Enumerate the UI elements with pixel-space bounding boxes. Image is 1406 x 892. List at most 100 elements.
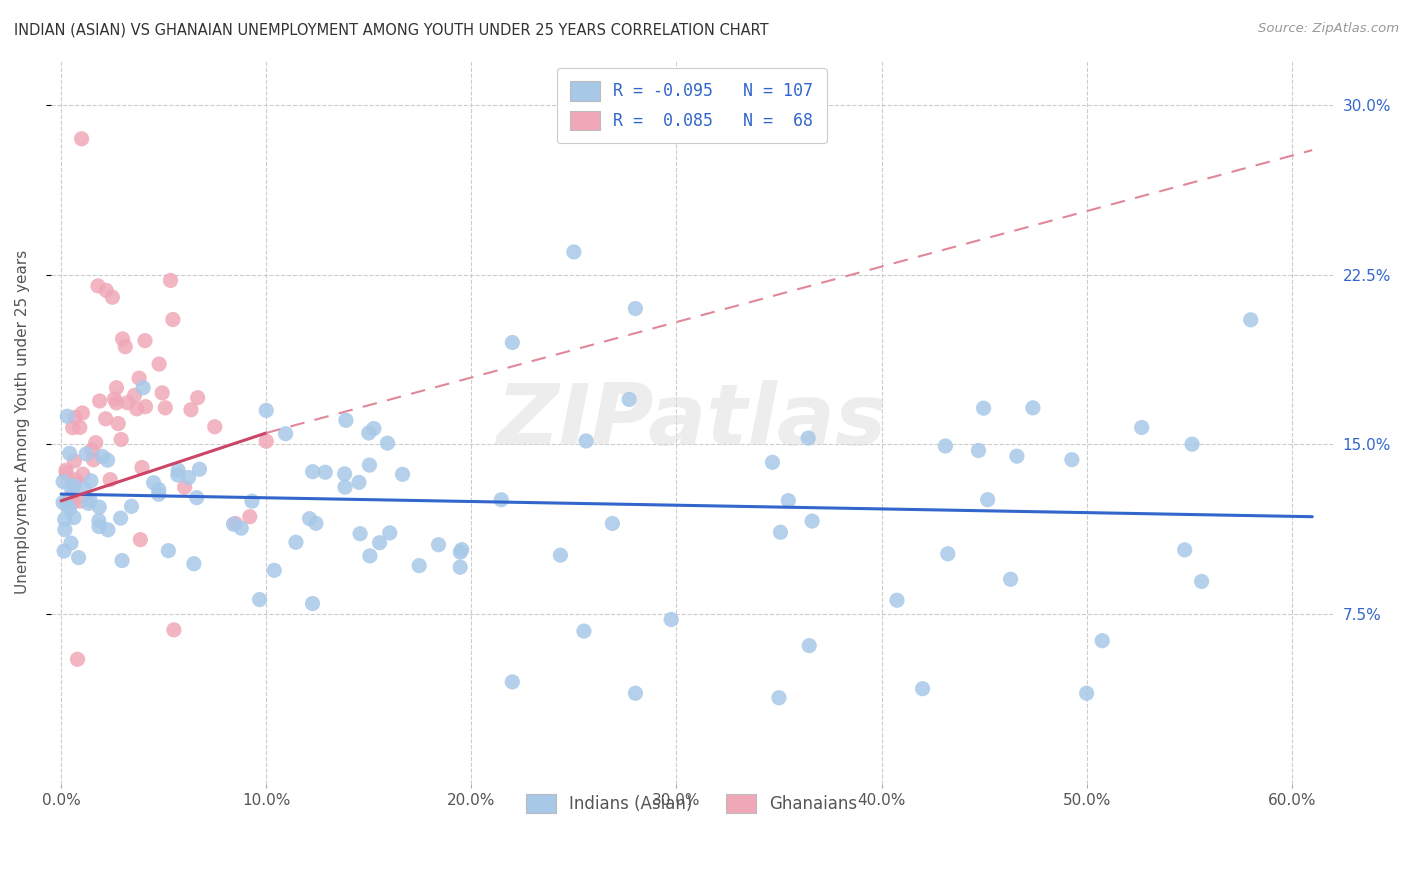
- Point: [973, 401, 995, 416]
- Point: [314, 465, 336, 479]
- Point: [1130, 420, 1153, 434]
- Point: [55, 467, 77, 481]
- Point: [101, 290, 124, 304]
- Point: [1060, 452, 1083, 467]
- Point: [79, 492, 101, 507]
- Point: [408, 558, 430, 573]
- Point: [72, 467, 94, 482]
- Point: [349, 526, 371, 541]
- Point: [1076, 686, 1098, 700]
- Point: [73, 482, 96, 496]
- Point: [107, 417, 129, 431]
- Legend: Indians (Asian), Ghanaians: Indians (Asian), Ghanaians: [513, 780, 870, 826]
- Point: [224, 516, 246, 531]
- Point: [231, 521, 253, 535]
- Point: [63, 479, 86, 493]
- Point: [87, 519, 110, 533]
- Point: [63, 476, 86, 491]
- Point: [886, 593, 908, 607]
- Point: [77, 496, 100, 510]
- Point: [89, 394, 111, 409]
- Point: [67, 550, 90, 565]
- Point: [87, 514, 110, 528]
- Point: [301, 597, 323, 611]
- Point: [222, 517, 245, 532]
- Point: [56, 409, 79, 424]
- Point: [368, 535, 391, 549]
- Point: [59, 479, 82, 493]
- Point: [183, 557, 205, 571]
- Point: [449, 545, 471, 559]
- Point: [105, 396, 128, 410]
- Point: [967, 443, 990, 458]
- Point: [188, 462, 211, 476]
- Point: [378, 525, 401, 540]
- Point: [1181, 437, 1204, 451]
- Point: [129, 533, 152, 547]
- Point: [761, 455, 783, 469]
- Point: [254, 403, 277, 417]
- Point: [65, 473, 87, 487]
- Point: [347, 475, 370, 490]
- Point: [333, 467, 356, 481]
- Point: [150, 385, 173, 400]
- Point: [298, 511, 321, 525]
- Point: [69, 420, 91, 434]
- Point: [801, 514, 824, 528]
- Point: [105, 381, 128, 395]
- Point: [359, 549, 381, 563]
- Point: [167, 463, 190, 477]
- Point: [617, 392, 640, 407]
- Point: [56, 498, 79, 512]
- Point: [976, 492, 998, 507]
- Point: [301, 465, 323, 479]
- Point: [110, 511, 132, 525]
- Point: [52, 495, 75, 509]
- Point: [55, 463, 77, 477]
- Point: [53, 523, 76, 537]
- Point: [562, 244, 585, 259]
- Point: [602, 516, 624, 531]
- Text: INDIAN (ASIAN) VS GHANAIAN UNEMPLOYMENT AMONG YOUTH UNDER 25 YEARS CORRELATION C: INDIAN (ASIAN) VS GHANAIAN UNEMPLOYMENT …: [14, 22, 769, 37]
- Point: [58, 491, 80, 506]
- Point: [173, 480, 195, 494]
- Point: [575, 434, 598, 448]
- Point: [624, 686, 647, 700]
- Point: [1191, 574, 1213, 589]
- Point: [768, 690, 790, 705]
- Point: [936, 547, 959, 561]
- Point: [63, 454, 86, 468]
- Point: [911, 681, 934, 696]
- Point: [69, 494, 91, 508]
- Point: [131, 460, 153, 475]
- Point: [80, 442, 103, 457]
- Point: [427, 538, 450, 552]
- Point: [58, 502, 80, 516]
- Point: [550, 548, 572, 562]
- Point: [1005, 449, 1028, 463]
- Point: [162, 312, 184, 326]
- Point: [186, 491, 208, 505]
- Point: [148, 487, 170, 501]
- Point: [501, 674, 523, 689]
- Point: [769, 525, 792, 540]
- Point: [240, 494, 263, 508]
- Point: [305, 516, 328, 531]
- Point: [97, 523, 120, 537]
- Point: [66, 652, 89, 666]
- Point: [148, 357, 170, 371]
- Point: [121, 500, 143, 514]
- Point: [62, 420, 84, 434]
- Point: [778, 493, 800, 508]
- Point: [335, 413, 357, 427]
- Point: [80, 474, 103, 488]
- Point: [177, 470, 200, 484]
- Point: [65, 410, 87, 425]
- Point: [157, 543, 180, 558]
- Point: [1000, 572, 1022, 586]
- Point: [114, 340, 136, 354]
- Point: [89, 500, 111, 515]
- Point: [799, 639, 821, 653]
- Point: [501, 335, 523, 350]
- Point: [110, 433, 132, 447]
